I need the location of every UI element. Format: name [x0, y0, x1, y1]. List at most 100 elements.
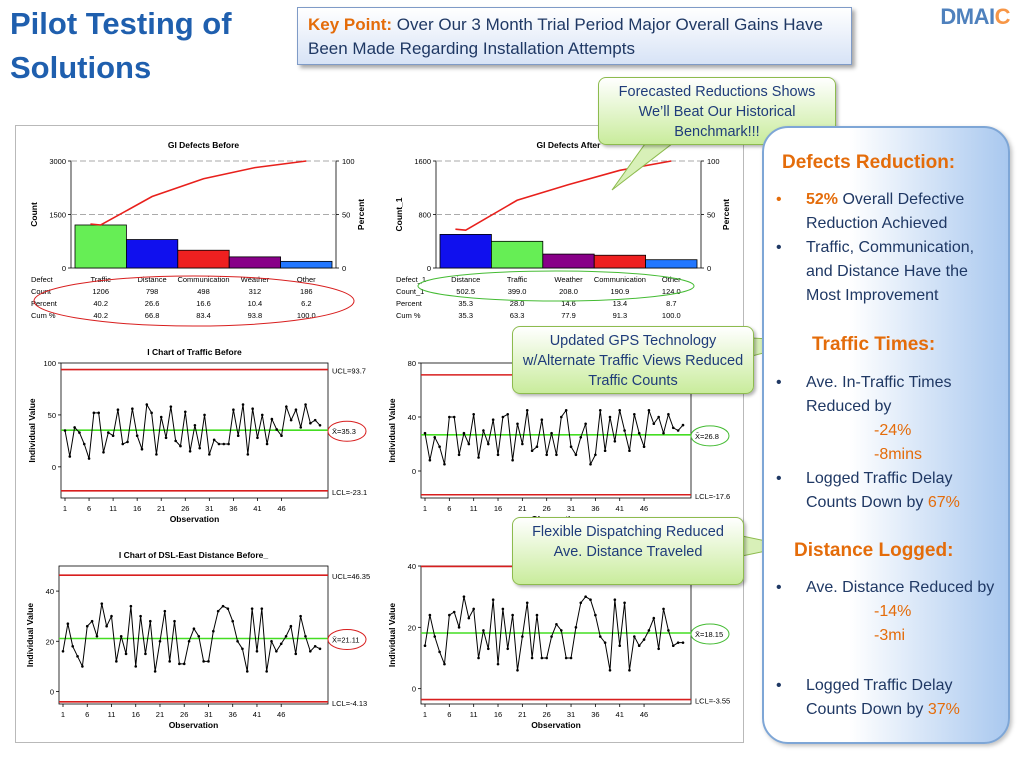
ichart-distance-before-mean-highlight — [327, 628, 367, 650]
ichart-traffic-after-data-point — [676, 429, 680, 432]
ichart-distance-before-xtick-label: 41 — [253, 710, 261, 719]
pareto-before-bar — [228, 256, 281, 269]
ichart-distance-after-data-point — [569, 656, 573, 660]
key-point-box: Key Point: Over Our 3 Month Trial Period… — [297, 7, 852, 65]
ichart-traffic-before-data-point — [150, 411, 153, 415]
bullet-dot: • — [776, 374, 782, 391]
ichart-distance-after-plot-frame — [420, 565, 692, 705]
summary-panel: Defects Reduction: • 52% Overall Defecti… — [762, 126, 1010, 744]
ichart-distance-after-data-point — [647, 629, 651, 632]
ichart-distance-before-data-point — [153, 670, 157, 673]
pareto-before-table-cell: 26.6 — [145, 299, 160, 308]
ichart-distance-before-data-point — [197, 634, 201, 638]
ichart-distance-after-xtick-label: 46 — [640, 710, 648, 719]
ichart-traffic-after-xtick-label: 1 — [423, 504, 427, 513]
ichart-distance-before-data-point — [139, 614, 142, 618]
ichart-distance-after-xtick-label: 31 — [567, 710, 575, 719]
ichart-distance-after-ylabel: Individual Value — [387, 603, 397, 668]
ichart-traffic-after-data-point — [633, 413, 636, 416]
distance-bullet-1-text: Ave. Distance Reduced by — [806, 579, 995, 596]
ichart-distance-after-data-point — [657, 647, 660, 651]
ichart-distance-after-data-point — [618, 644, 622, 648]
pareto-after-table-cell: 28.0 — [510, 299, 525, 308]
ichart-traffic-before-xtick-label: 6 — [87, 504, 91, 513]
pareto-after-ytick-label: 1600 — [414, 157, 431, 166]
ichart-traffic-before-data-point — [193, 424, 197, 427]
ichart-traffic-after-mean-highlight — [690, 425, 730, 447]
ichart-distance-before-data-point — [279, 642, 283, 646]
traffic-bullet-1: • Ave. In-Traffic Times Reduced by -24% … — [776, 371, 1002, 467]
traffic-bullet-2-text: Logged Traffic Delay Counts Down by — [806, 470, 953, 511]
ichart-traffic-after-data-point — [671, 426, 675, 430]
ichart-distance-after-data-point — [584, 595, 587, 598]
ichart-distance-before-data-point — [294, 652, 298, 656]
ichart-distance-after-ytick-label: 20 — [408, 623, 416, 632]
ichart-distance-after-data-point — [676, 641, 680, 644]
ichart-traffic-after-data-point — [574, 453, 578, 457]
ichart-distance-after-data-point — [443, 662, 446, 666]
pareto-before-table-cell: 6.2 — [301, 299, 311, 308]
ichart-distance-after-xtick-label: 41 — [616, 710, 624, 719]
ichart-distance-before-data-point — [313, 644, 317, 648]
ichart-distance-before-ylabel: Individual Value — [25, 603, 35, 668]
pareto-after-table-cell: 502.5 — [456, 287, 475, 296]
ichart-traffic-after-xtick-label: 41 — [616, 504, 624, 513]
pareto-before-y2label: Percent — [356, 199, 366, 230]
pareto-before-row-label: Cum % — [31, 311, 56, 320]
pareto-before-highlight — [33, 275, 355, 327]
ichart-traffic-after-data-point — [603, 449, 607, 453]
ichart-traffic-after-data-point — [506, 413, 510, 416]
ichart-distance-before-data-point — [309, 650, 312, 653]
ichart-distance-before-data-point — [207, 660, 210, 663]
pareto-before-bar — [280, 260, 333, 269]
ichart-distance-before-data-point — [221, 604, 225, 608]
pareto-after-bar — [645, 259, 698, 269]
ichart-traffic-after-xtick-label: 36 — [591, 504, 599, 513]
pareto-after-y2tick-label: 0 — [707, 264, 711, 273]
ichart-distance-after-xtick-label: 1 — [423, 710, 427, 719]
pareto-after-table-cell: 100.0 — [662, 311, 681, 320]
distance-logged-title: Distance Logged: — [794, 540, 954, 561]
pareto-before-table-cell: 66.8 — [145, 311, 160, 320]
title-line-2: Solutions — [10, 50, 152, 85]
pareto-before-y2tick-label: 100 — [342, 157, 355, 166]
ichart-distance-before-data-point — [318, 647, 322, 651]
pareto-before-category-label: Traffic — [90, 275, 111, 284]
ichart-distance-after-data-point — [486, 647, 490, 651]
ichart-traffic-after-data-point — [662, 431, 665, 435]
ichart-traffic-after-data-point — [521, 442, 524, 446]
ichart-distance-after-data-point — [516, 668, 519, 672]
pareto-after-ytick-label: 0 — [427, 264, 431, 273]
defects-bullet-1: • 52% Overall Defective Reduction Achiev… — [776, 188, 1002, 236]
ichart-traffic-before-data-point — [102, 451, 105, 454]
ichart-distance-after-data-point — [594, 613, 597, 617]
ichart-traffic-after-xtick-label: 16 — [494, 504, 502, 513]
ichart-distance-before-xtick-label: 16 — [132, 710, 140, 719]
pareto-after-row-label: Defect_1 — [396, 275, 426, 284]
ichart-traffic-before-data-point — [222, 442, 226, 446]
ichart-traffic-before-data-point — [174, 439, 177, 443]
ichart-distance-before-data-line — [62, 603, 321, 672]
ichart-traffic-after-data-point — [428, 458, 432, 462]
ichart-distance-after-data-point — [448, 613, 451, 617]
ichart-traffic-after-data-point — [594, 453, 597, 457]
ichart-traffic-before-data-point — [107, 431, 110, 434]
ichart-distance-before-data-point — [81, 665, 84, 668]
pareto-after-table-cell: 190.9 — [611, 287, 630, 296]
ichart-traffic-before-data-point — [87, 457, 91, 460]
ichart-traffic-after-data-point — [457, 453, 461, 457]
ichart-traffic-before-data-point — [265, 442, 269, 446]
ichart-distance-before-title: I Chart of DSL-East Distance Before_ — [119, 550, 269, 560]
ichart-traffic-after-xtick-label: 6 — [447, 504, 451, 513]
ichart-distance-after-data-point — [501, 607, 505, 611]
ichart-traffic-after-xtick-label: 11 — [470, 504, 478, 513]
ichart-traffic-after-data-point — [608, 415, 612, 419]
ichart-distance-before-ytick-label: 0 — [50, 687, 54, 696]
ichart-traffic-after-data-point — [467, 442, 471, 446]
ichart-traffic-after-data-point — [462, 431, 466, 435]
ichart-distance-before-data-point — [124, 652, 128, 656]
pareto-before-table-cell: 93.8 — [248, 311, 263, 320]
pareto-after-ytick-label: 800 — [418, 211, 431, 220]
ichart-traffic-before-data-point — [179, 444, 182, 448]
